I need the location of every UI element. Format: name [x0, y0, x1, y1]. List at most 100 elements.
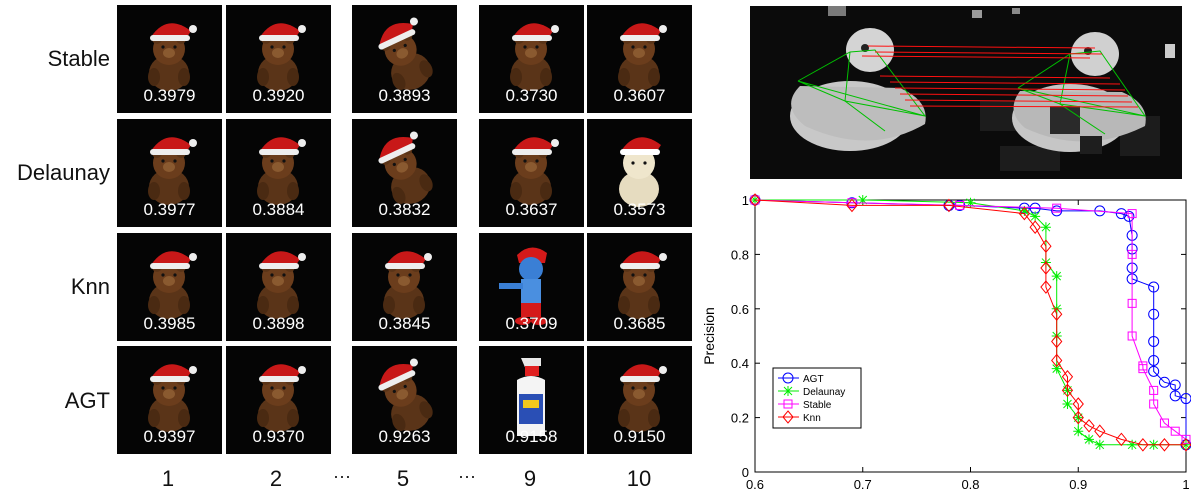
data-point — [1180, 393, 1191, 405]
y-tick-label: 0.2 — [731, 411, 749, 426]
teddy-bear-image — [618, 364, 667, 432]
data-point — [1180, 438, 1191, 452]
column-label-1: 1 — [161, 466, 175, 491]
data-point — [783, 386, 793, 396]
data-point — [1127, 331, 1137, 341]
result-thumbnail: 0.3985 — [117, 233, 222, 341]
precision-recall-chart: 0.60.70.80.9100.20.40.60.81RecallPrecisi… — [701, 193, 1191, 492]
series-line — [754, 199, 1187, 440]
data-point — [1159, 418, 1169, 428]
similarity-score: 0.3898 — [252, 314, 305, 333]
similarity-score: 0.9158 — [505, 427, 558, 446]
column-label-10: 10 — [626, 466, 652, 491]
data-point — [1170, 426, 1180, 436]
teddy-bear-image — [510, 23, 559, 91]
x-tick-label: 0.8 — [961, 477, 979, 492]
row-label-delaunay: Delaunay — [17, 160, 110, 185]
result-thumbnail: 0.3884 — [226, 119, 331, 227]
y-tick-label: 0.6 — [731, 302, 749, 317]
data-point — [1084, 434, 1095, 445]
y-axis-label: Precision — [701, 307, 717, 365]
plot-area — [754, 199, 1187, 473]
data-point — [955, 200, 965, 210]
data-point — [1127, 209, 1137, 219]
teddy-bear-image — [257, 137, 306, 205]
data-point — [1051, 334, 1063, 349]
similarity-score: 0.3893 — [378, 86, 431, 105]
result-thumbnail: 0.3898 — [226, 233, 331, 341]
y-tick-label: 0 — [742, 465, 749, 480]
teddy-bear-image — [148, 23, 197, 91]
similarity-score: 0.9263 — [378, 427, 431, 446]
similarity-score: 0.9397 — [143, 427, 196, 446]
teddy-bear-image — [618, 23, 667, 91]
legend-label: AGT — [803, 374, 824, 385]
column-label-5: 5 — [396, 466, 410, 491]
result-thumbnail: 0.9397 — [117, 346, 222, 454]
result-thumbnail: 0.3893 — [352, 5, 457, 113]
similarity-score: 0.3977 — [143, 200, 196, 219]
data-point — [1127, 439, 1138, 450]
data-point — [1137, 438, 1149, 452]
row-label-stable: Stable — [47, 46, 110, 71]
similarity-score: 0.9150 — [613, 427, 666, 446]
row-label-agt: AGT — [64, 388, 110, 413]
data-point — [1115, 432, 1128, 447]
data-point — [749, 193, 761, 207]
data-point — [1019, 205, 1030, 216]
data-point — [1051, 363, 1062, 374]
result-thumbnail: 0.3845 — [352, 233, 457, 341]
x-tick-label: 0.9 — [1069, 477, 1087, 492]
result-thumbnail: 0.3730 — [479, 5, 584, 113]
x-tick-label: 0.7 — [854, 477, 872, 492]
similarity-score: 0.3832 — [378, 200, 431, 219]
teddy-bear-image — [378, 131, 433, 205]
result-thumbnail: 0.3685 — [587, 233, 692, 341]
data-point — [1127, 249, 1137, 259]
data-point — [1051, 271, 1062, 282]
result-thumbnail: 0.9150 — [587, 346, 692, 454]
smurf-figure-image — [499, 247, 547, 325]
white-bear-image — [619, 137, 661, 207]
data-point — [1040, 222, 1051, 233]
y-tick-label: 1 — [742, 193, 749, 208]
result-thumbnail: 0.3573 — [587, 119, 692, 227]
data-point — [1148, 335, 1160, 347]
feature-matching-image — [750, 6, 1182, 179]
data-point — [1094, 424, 1106, 438]
result-thumbnail: 0.9158 — [479, 346, 584, 454]
data-point — [1051, 307, 1063, 322]
data-point — [1148, 308, 1160, 320]
teddy-bear-image — [257, 251, 306, 319]
teddy-bear-image — [148, 364, 197, 432]
data-point — [783, 399, 793, 409]
result-thumbnail: 0.3920 — [226, 5, 331, 113]
data-point — [1181, 434, 1191, 444]
teddy-bear-image — [378, 358, 433, 432]
similarity-score: 0.3979 — [143, 86, 196, 105]
result-thumbnail: 0.3832 — [352, 119, 457, 227]
row-label-knn: Knn — [70, 274, 110, 299]
legend-label: Delaunay — [803, 387, 845, 398]
teddy-bear-image — [257, 364, 306, 432]
series-line — [754, 199, 1186, 446]
similarity-score: 0.3845 — [378, 314, 431, 333]
data-point — [1072, 410, 1084, 425]
data-point — [1149, 385, 1159, 395]
y-tick-label: 0.8 — [731, 247, 749, 262]
x-tick-label: 1 — [1182, 477, 1189, 492]
similarity-score: 0.3709 — [505, 314, 558, 333]
data-point — [1138, 364, 1148, 374]
data-point — [782, 372, 794, 384]
data-point — [857, 195, 868, 205]
teddy-bear-image — [383, 251, 432, 319]
result-thumbnail: 0.9370 — [226, 346, 331, 454]
data-point — [1040, 239, 1052, 254]
result-thumbnail: 0.3977 — [117, 119, 222, 227]
similarity-score: 0.3884 — [252, 200, 305, 219]
similarity-score: 0.3685 — [613, 314, 666, 333]
teddy-bear-image — [378, 17, 433, 91]
data-point — [1148, 365, 1160, 377]
legend-label: Stable — [803, 400, 832, 411]
y-tick-label: 0.4 — [731, 356, 749, 371]
